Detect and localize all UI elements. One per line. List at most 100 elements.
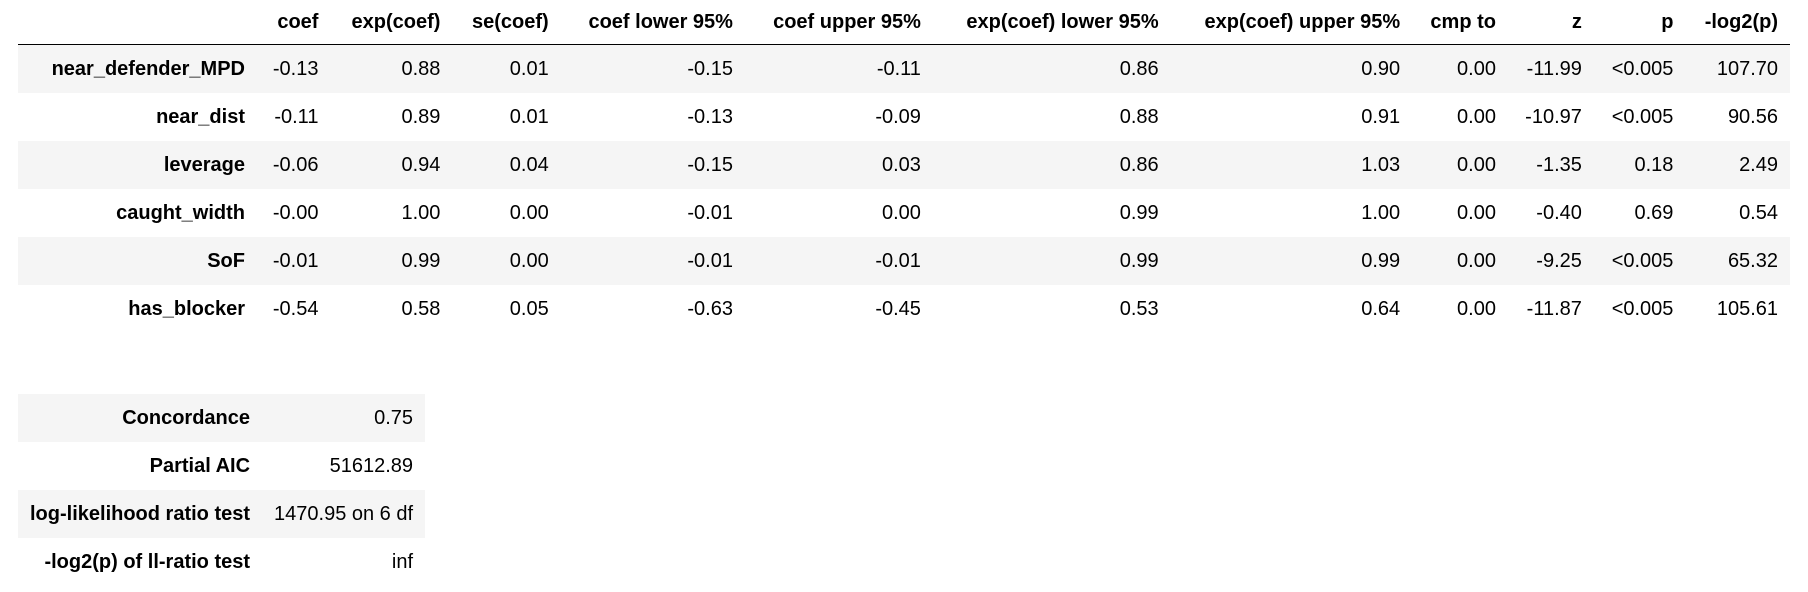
- cell-neg-log2-p: 107.70: [1716, 57, 1778, 80]
- summary-value: inf: [391, 550, 414, 573]
- header-coef-lower-95: coef lower 95%: [588, 10, 733, 33]
- cell-se-coef: 0.04: [509, 153, 549, 176]
- cell-exp-coef-upper-95: 0.91: [1361, 105, 1401, 128]
- cell-coef-upper-95: -0.45: [875, 297, 921, 320]
- cell-exp-coef-upper-95: 1.00: [1361, 201, 1401, 224]
- cell-z: -10.97: [1525, 105, 1582, 128]
- cell-se-coef: 0.00: [509, 201, 549, 224]
- model-summary-body: Concordance 0.75 Partial AIC 51612.89 lo…: [18, 394, 426, 586]
- model-summary-table: Concordance 0.75 Partial AIC 51612.89 lo…: [18, 394, 426, 586]
- cell-exp-coef-lower-95: 0.99: [1119, 249, 1159, 272]
- cell-p: <0.005: [1611, 105, 1674, 128]
- row-label: SoF: [207, 249, 245, 272]
- table-row: caught_width -0.00 1.00 0.00 -0.01 0.00 …: [18, 189, 1790, 237]
- cell-exp-coef-lower-95: 0.88: [1119, 105, 1159, 128]
- table-row: near_defender_MPD -0.13 0.88 0.01 -0.15 …: [18, 44, 1790, 93]
- cell-coef: -0.06: [272, 153, 319, 176]
- header-exp-coef-lower-95: exp(coef) lower 95%: [966, 10, 1159, 33]
- cell-exp-coef-lower-95: 0.86: [1119, 57, 1159, 80]
- cell-cmp-to: 0.00: [1457, 153, 1496, 176]
- summary-row: Partial AIC 51612.89: [18, 442, 426, 490]
- cell-coef-lower-95: -0.13: [687, 105, 733, 128]
- cell-coef-upper-95: -0.01: [875, 249, 921, 272]
- coefficients-table-header: coef exp(coef) se(coef) coef lower 95% c…: [18, 0, 1790, 45]
- cell-exp-coef: 0.99: [401, 249, 441, 272]
- cell-exp-coef-upper-95: 1.03: [1361, 153, 1401, 176]
- cell-neg-log2-p: 90.56: [1727, 105, 1778, 128]
- cell-coef: -0.01: [272, 249, 319, 272]
- table-row: near_dist -0.11 0.89 0.01 -0.13 -0.09 0.…: [18, 93, 1790, 141]
- cell-cmp-to: 0.00: [1457, 249, 1496, 272]
- cell-exp-coef-upper-95: 0.64: [1361, 297, 1401, 320]
- cell-coef-lower-95: -0.15: [687, 153, 733, 176]
- summary-label: log-likelihood ratio test: [30, 502, 251, 525]
- cell-neg-log2-p: 2.49: [1739, 153, 1778, 176]
- cell-exp-coef: 0.88: [401, 57, 441, 80]
- table-row: SoF -0.01 0.99 0.00 -0.01 -0.01 0.99 0.9…: [18, 237, 1790, 285]
- cell-coef-lower-95: -0.01: [687, 201, 733, 224]
- cell-neg-log2-p: 105.61: [1716, 297, 1778, 320]
- cell-coef: -0.54: [272, 297, 319, 320]
- header-se-coef: se(coef): [472, 10, 549, 33]
- cell-exp-coef: 0.89: [401, 105, 441, 128]
- cell-neg-log2-p: 0.54: [1739, 201, 1778, 224]
- cell-se-coef: 0.01: [509, 57, 549, 80]
- header-row: coef exp(coef) se(coef) coef lower 95% c…: [18, 0, 1790, 45]
- cell-coef-upper-95: -0.11: [876, 57, 921, 80]
- cell-exp-coef-lower-95: 0.99: [1119, 201, 1159, 224]
- table-row: has_blocker -0.54 0.58 0.05 -0.63 -0.45 …: [18, 285, 1790, 333]
- cell-exp-coef-lower-95: 0.86: [1119, 153, 1159, 176]
- row-label: caught_width: [116, 201, 245, 224]
- summary-label: Concordance: [122, 406, 251, 429]
- header-p: p: [1661, 10, 1674, 33]
- cell-exp-coef: 0.58: [401, 297, 441, 320]
- cell-cmp-to: 0.00: [1457, 201, 1496, 224]
- coefficients-table-body: near_defender_MPD -0.13 0.88 0.01 -0.15 …: [18, 44, 1790, 333]
- cell-coef: -0.13: [272, 57, 319, 80]
- cell-coef: -0.00: [272, 201, 319, 224]
- header-cmp-to: cmp to: [1430, 10, 1496, 33]
- cell-p: <0.005: [1611, 297, 1674, 320]
- cell-coef-lower-95: -0.63: [687, 297, 733, 320]
- header-coef-upper-95: coef upper 95%: [773, 10, 921, 33]
- table-row: leverage -0.06 0.94 0.04 -0.15 0.03 0.86…: [18, 141, 1790, 189]
- header-neg-log2-p: -log2(p): [1704, 10, 1778, 33]
- cell-z: -11.87: [1526, 297, 1582, 320]
- header-exp-coef-upper-95: exp(coef) upper 95%: [1204, 10, 1401, 33]
- cell-p: <0.005: [1611, 57, 1674, 80]
- row-label: near_dist: [156, 105, 245, 128]
- cell-coef-upper-95: -0.09: [875, 105, 921, 128]
- header-coef: coef: [277, 10, 319, 33]
- cell-z: -9.25: [1536, 249, 1582, 272]
- header-z: z: [1571, 10, 1582, 33]
- row-label: has_blocker: [128, 297, 245, 320]
- row-label: near_defender_MPD: [51, 57, 245, 80]
- cell-exp-coef-lower-95: 0.53: [1119, 297, 1159, 320]
- cell-cmp-to: 0.00: [1457, 297, 1496, 320]
- row-label: leverage: [163, 153, 245, 176]
- cell-coef-lower-95: -0.01: [687, 249, 733, 272]
- cell-se-coef: 0.00: [509, 249, 549, 272]
- cell-coef-lower-95: -0.15: [687, 57, 733, 80]
- cell-neg-log2-p: 65.32: [1727, 249, 1778, 272]
- cell-p: 0.18: [1634, 153, 1674, 176]
- header-corner: [18, 0, 257, 45]
- summary-value: 0.75: [374, 406, 414, 429]
- cell-cmp-to: 0.00: [1457, 105, 1496, 128]
- summary-label: -log2(p) of ll-ratio test: [44, 550, 251, 573]
- summary-row: Concordance 0.75: [18, 394, 426, 442]
- cell-exp-coef-upper-95: 0.90: [1361, 57, 1401, 80]
- cell-z: -11.99: [1526, 57, 1582, 80]
- cell-p: 0.69: [1634, 201, 1674, 224]
- summary-row: log-likelihood ratio test 1470.95 on 6 d…: [18, 490, 426, 538]
- cell-z: -0.40: [1536, 201, 1582, 224]
- cell-exp-coef-upper-95: 0.99: [1361, 249, 1401, 272]
- summary-row: -log2(p) of ll-ratio test inf: [18, 538, 426, 586]
- cell-se-coef: 0.05: [509, 297, 549, 320]
- cell-z: -1.35: [1536, 153, 1582, 176]
- cell-coef-upper-95: 0.00: [881, 201, 921, 224]
- cell-exp-coef: 0.94: [401, 153, 441, 176]
- cell-se-coef: 0.01: [509, 105, 549, 128]
- cell-exp-coef: 1.00: [401, 201, 441, 224]
